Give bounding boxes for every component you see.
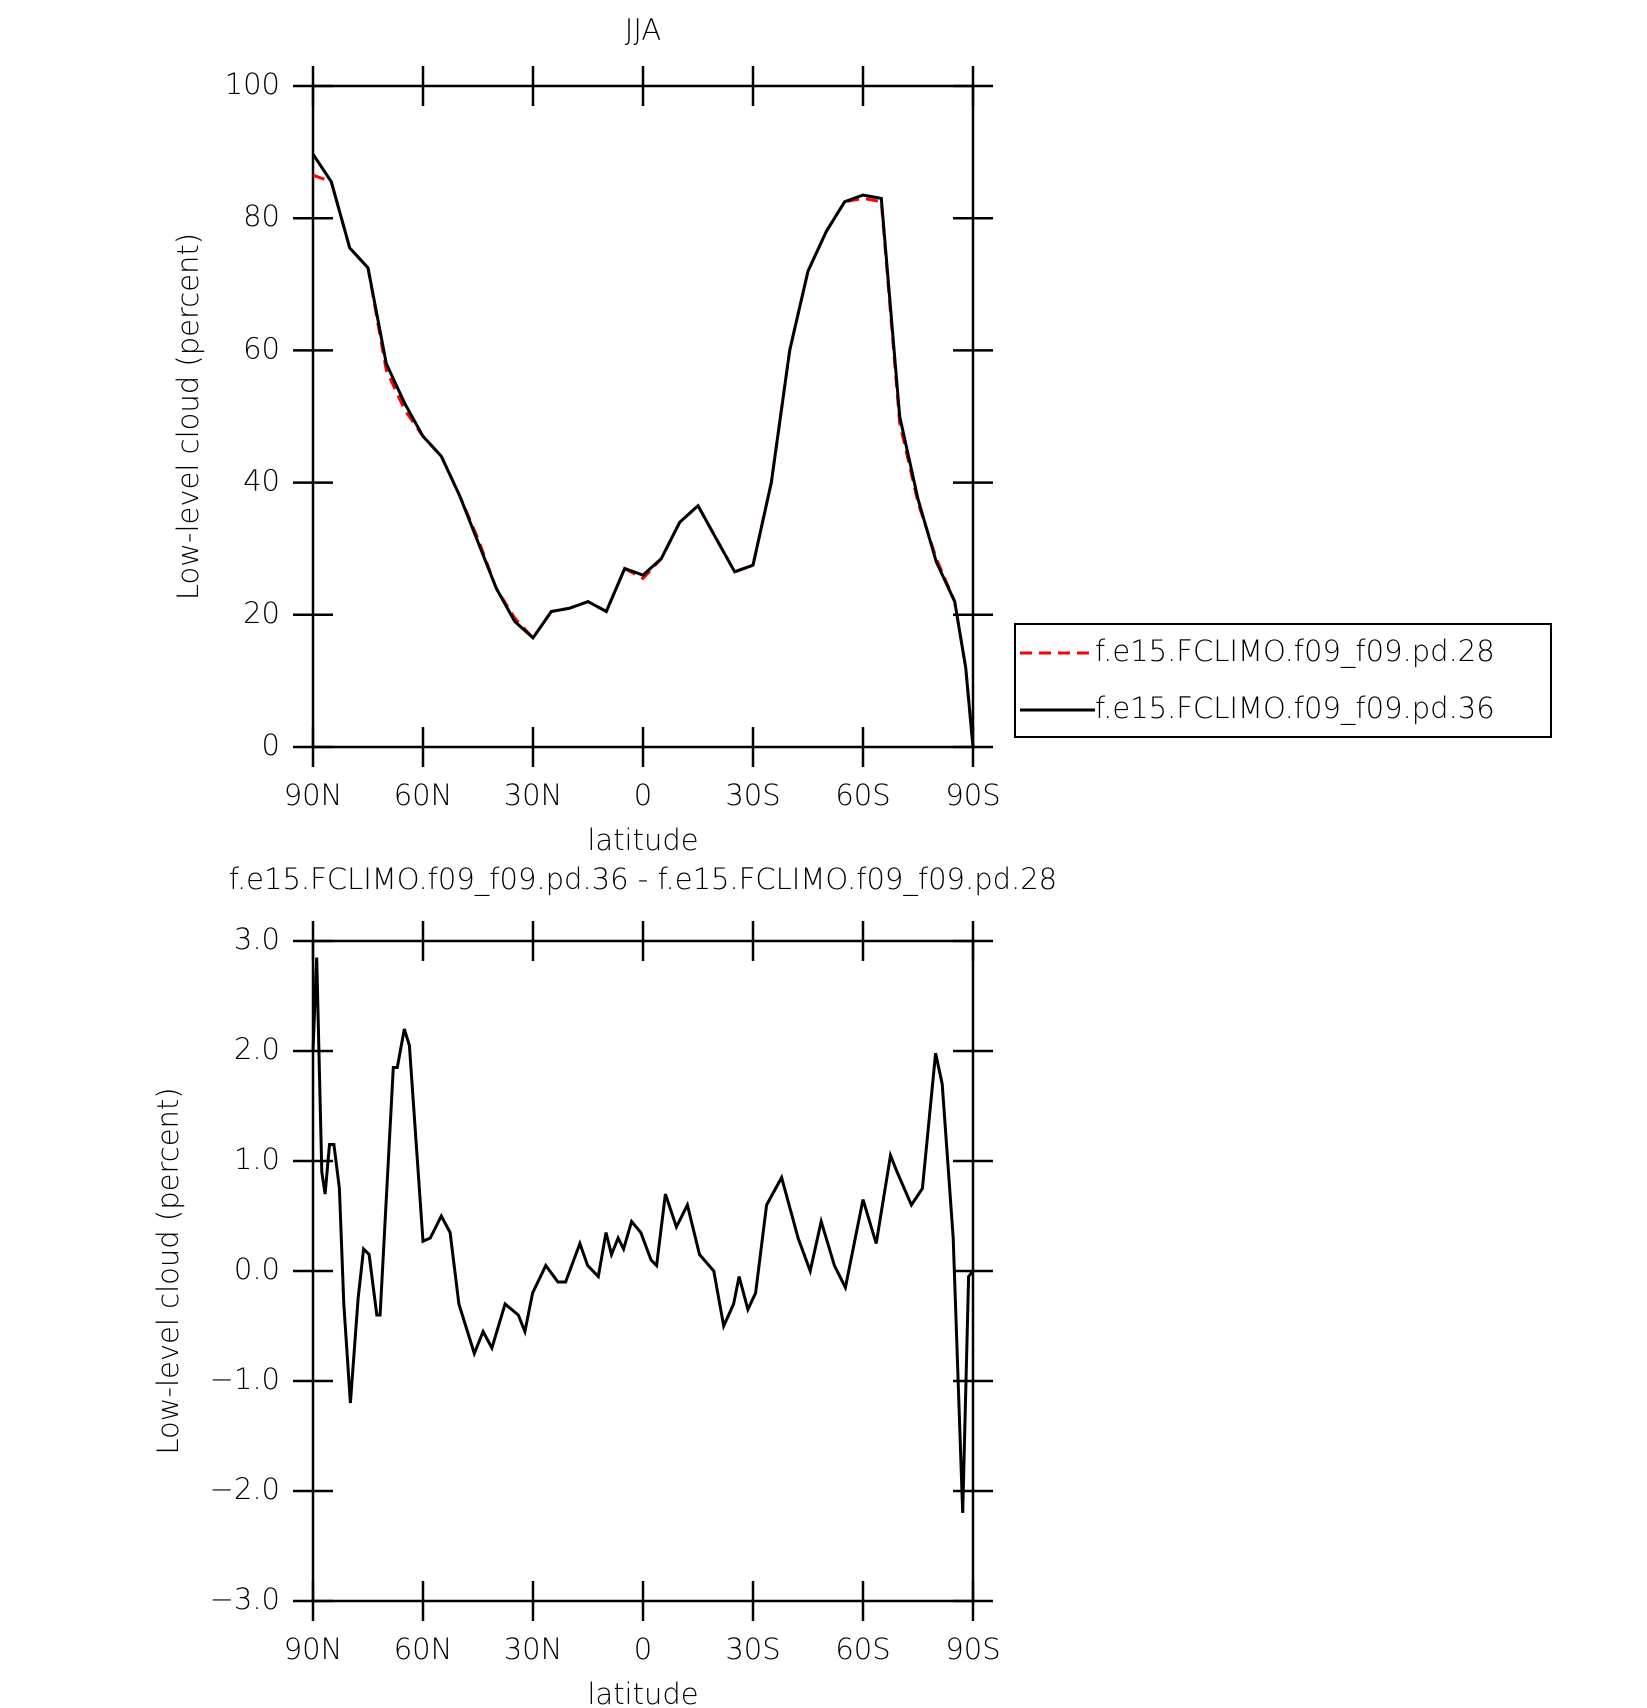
data-line bbox=[311, 153, 975, 748]
y-tick-label: 0 bbox=[262, 728, 280, 762]
x-tick-label: 30N bbox=[504, 1632, 563, 1666]
x-tick-label: 90N bbox=[284, 778, 343, 812]
y-axis-label: Low-level cloud (percent) bbox=[151, 1087, 185, 1454]
x-tick-label: 30N bbox=[504, 778, 563, 812]
y-tick-label: 60 bbox=[243, 331, 280, 365]
data-line bbox=[311, 957, 975, 1514]
y-tick-label: 100 bbox=[225, 67, 280, 101]
legend-label: f.e15.FCLIMO.f09_f09.pd.28 bbox=[1095, 634, 1495, 669]
x-tick-label: 60S bbox=[835, 778, 890, 812]
data-line bbox=[312, 173, 975, 748]
x-tick-label: 30S bbox=[725, 1632, 780, 1666]
x-tick-label: 90S bbox=[945, 778, 1000, 812]
legend-box bbox=[1014, 623, 1552, 738]
plot-frame bbox=[311, 939, 975, 1603]
x-tick-label: 0 bbox=[634, 778, 652, 812]
y-tick-label: 80 bbox=[243, 199, 280, 233]
y-tick-label: 40 bbox=[243, 464, 280, 498]
legend-label: f.e15.FCLIMO.f09_f09.pd.36 bbox=[1095, 691, 1495, 726]
x-tick-label: 90N bbox=[284, 1632, 343, 1666]
x-tick-label: 60N bbox=[394, 778, 453, 812]
chart-title: JJA bbox=[625, 13, 661, 47]
x-axis-label: latitude bbox=[587, 1677, 698, 1708]
y-tick-label: −1.0 bbox=[210, 1362, 280, 1396]
x-tick-label: 60N bbox=[394, 1632, 453, 1666]
x-axis-label: latitude bbox=[587, 823, 698, 857]
x-tick-label: 60S bbox=[835, 1632, 890, 1666]
y-tick-label: 1.0 bbox=[234, 1142, 280, 1176]
y-tick-label: 0.0 bbox=[234, 1252, 280, 1286]
y-tick-label: −3.0 bbox=[210, 1582, 280, 1616]
x-tick-label: 90S bbox=[945, 1632, 1000, 1666]
y-axis-label: Low-level cloud (percent) bbox=[171, 233, 205, 600]
plot-frame bbox=[311, 84, 975, 749]
x-tick-label: 0 bbox=[634, 1632, 652, 1666]
y-tick-label: 3.0 bbox=[234, 922, 280, 956]
chart-title: f.e15.FCLIMO.f09_f09.pd.36 - f.e15.FCLIM… bbox=[229, 862, 1057, 897]
x-tick-label: 30S bbox=[725, 778, 780, 812]
y-tick-label: −2.0 bbox=[210, 1472, 280, 1506]
y-tick-label: 20 bbox=[243, 596, 280, 630]
y-tick-label: 2.0 bbox=[234, 1032, 280, 1066]
